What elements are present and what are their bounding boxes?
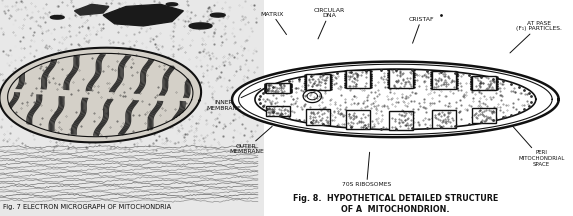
Polygon shape: [266, 83, 290, 93]
Polygon shape: [346, 70, 370, 88]
Text: 70S RIBOSOMES: 70S RIBOSOMES: [342, 152, 391, 187]
Polygon shape: [50, 16, 64, 19]
Text: CIRCULAR
DNA: CIRCULAR DNA: [314, 8, 345, 39]
Text: PERI
MITOCHONDRIAL
SPACE: PERI MITOCHONDRIAL SPACE: [513, 126, 564, 167]
Polygon shape: [306, 109, 330, 125]
Polygon shape: [0, 0, 264, 216]
Polygon shape: [472, 76, 496, 91]
Polygon shape: [74, 4, 109, 15]
Polygon shape: [255, 69, 536, 130]
Polygon shape: [389, 111, 413, 130]
Polygon shape: [210, 13, 225, 17]
Polygon shape: [266, 106, 290, 116]
Text: Fig. 8.  HYPOTHETICAL DETAILED STRUCTURE: Fig. 8. HYPOTHETICAL DETAILED STRUCTURE: [293, 194, 498, 203]
Text: MATRIX: MATRIX: [261, 11, 286, 35]
Text: OUTER
MEMBRANE: OUTER MEMBRANE: [229, 126, 272, 154]
Polygon shape: [432, 110, 456, 128]
Polygon shape: [166, 3, 178, 6]
Polygon shape: [189, 23, 212, 29]
Text: Fig. 7 ELECTRON MICROGRAPH OF MITOCHONDRIA: Fig. 7 ELECTRON MICROGRAPH OF MITOCHONDR…: [3, 204, 171, 210]
Polygon shape: [140, 11, 158, 15]
Polygon shape: [346, 110, 370, 129]
Polygon shape: [306, 74, 330, 90]
Text: INNER
MEMBRANE: INNER MEMBRANE: [206, 89, 261, 111]
Text: AT PASE
(F₁) PARTICLES.: AT PASE (F₁) PARTICLES.: [510, 21, 562, 53]
Text: CRISTAF: CRISTAF: [409, 17, 434, 43]
Polygon shape: [472, 108, 496, 123]
Polygon shape: [0, 48, 201, 142]
Polygon shape: [232, 62, 559, 137]
Polygon shape: [432, 71, 456, 89]
Text: OF A  MITOCHONDRION.: OF A MITOCHONDRION.: [341, 205, 450, 214]
Polygon shape: [103, 4, 183, 26]
Polygon shape: [389, 69, 413, 88]
